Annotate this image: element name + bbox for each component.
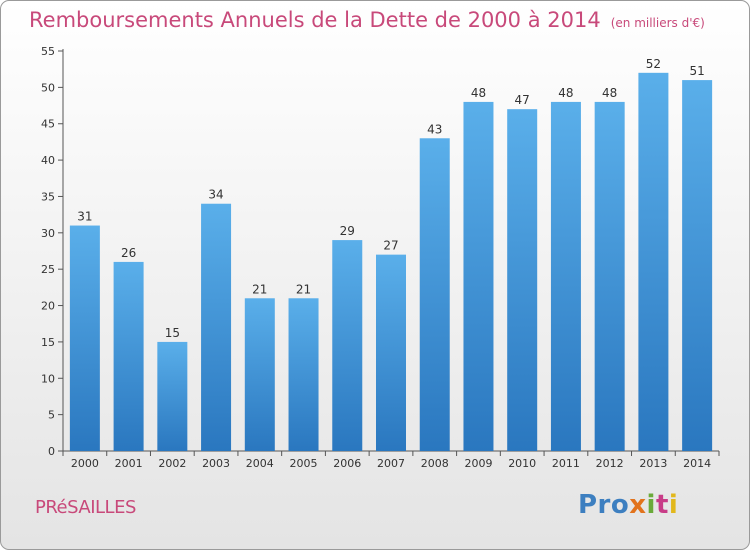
bar-value-label: 27 xyxy=(383,239,398,253)
bar-2005 xyxy=(288,298,319,451)
bar-2008 xyxy=(419,138,450,452)
chart-title: Remboursements Annuels de la Dette de 20… xyxy=(29,8,705,32)
chart-subtitle: (en milliers d'€) xyxy=(610,16,705,30)
x-tick-label: 2006 xyxy=(333,457,361,470)
y-tick-label: 45 xyxy=(41,118,55,131)
bar-2003 xyxy=(201,203,232,451)
y-tick-label: 0 xyxy=(48,445,55,458)
x-tick-label: 2001 xyxy=(115,457,143,470)
bar-value-label: 29 xyxy=(340,224,355,238)
bar-2013 xyxy=(638,72,669,452)
bar-2009 xyxy=(463,101,494,451)
x-tick-label: 2007 xyxy=(377,457,405,470)
y-tick-label: 50 xyxy=(41,81,55,94)
x-tick-label: 2011 xyxy=(552,457,580,470)
x-tick-label: 2008 xyxy=(421,457,449,470)
logo-part-5: i xyxy=(668,490,679,520)
x-axis: 2000 2001 2002 2003 2004 2005 2006 2007 2008 2009… xyxy=(62,450,720,470)
bar-value-label: 21 xyxy=(252,282,267,296)
x-tick-label: 2005 xyxy=(290,457,318,470)
x-tick-label: 2004 xyxy=(246,457,274,470)
y-axis: 0 5 10 15 20 25 30 35 40 45 50 55 xyxy=(41,45,64,458)
x-tick-label: 2003 xyxy=(202,457,230,470)
bar-2002 xyxy=(157,341,188,451)
x-tick-label: 2013 xyxy=(639,457,667,470)
logo-part-2: x xyxy=(629,490,647,520)
bar-2007 xyxy=(376,254,406,451)
logo-part-1: Pro xyxy=(578,490,630,520)
bar-value-label: 48 xyxy=(558,86,573,100)
x-tick-label: 2010 xyxy=(508,457,536,470)
bar-value-label: 47 xyxy=(515,93,530,107)
bar-2010 xyxy=(507,109,538,451)
x-tick-label: 2002 xyxy=(158,457,186,470)
bar-2011 xyxy=(550,101,581,451)
bar-2000 xyxy=(69,225,100,451)
bar-value-label: 51 xyxy=(689,64,704,78)
bar-2004 xyxy=(244,298,275,451)
bar-2001 xyxy=(113,261,144,451)
y-tick-label: 55 xyxy=(41,45,55,58)
y-tick-label: 30 xyxy=(41,227,55,240)
bar-value-label: 48 xyxy=(471,86,486,100)
bar-value-label: 26 xyxy=(121,246,136,260)
y-tick-label: 35 xyxy=(41,190,55,203)
bar-2014 xyxy=(682,80,713,451)
bar-2012 xyxy=(594,101,625,451)
x-tick-label: 2014 xyxy=(683,457,711,470)
logo-part-4: t xyxy=(655,490,669,520)
bar-value-label: 34 xyxy=(208,188,223,202)
bar-value-label: 31 xyxy=(77,210,92,224)
chart-title-text: Remboursements Annuels de la Dette de 20… xyxy=(29,8,601,32)
x-tick-label: 2000 xyxy=(71,457,99,470)
proxiti-logo: Proxiti xyxy=(578,490,678,520)
x-tick-label: 2009 xyxy=(464,457,492,470)
bar-labels-group: 31 26 15 34 21 21 29 27 43 48 47 48 48 52 51 xyxy=(77,57,705,340)
bar-value-label: 15 xyxy=(165,326,180,340)
y-tick-label: 5 xyxy=(48,409,55,422)
y-tick-label: 15 xyxy=(41,336,55,349)
bar-value-label: 43 xyxy=(427,122,442,136)
bar-2006 xyxy=(332,240,363,451)
commune-name: PRéSAILLES xyxy=(35,497,136,518)
y-tick-label: 20 xyxy=(41,300,55,313)
y-tick-label: 10 xyxy=(41,372,55,385)
bars-group xyxy=(69,72,713,452)
bar-value-label: 52 xyxy=(646,57,661,71)
y-tick-label: 25 xyxy=(41,263,55,276)
logo-part-3: i xyxy=(646,490,656,520)
x-tick-label: 2012 xyxy=(596,457,624,470)
bar-value-label: 48 xyxy=(602,86,617,100)
y-tick-label: 40 xyxy=(41,154,55,167)
bar-value-label: 21 xyxy=(296,282,311,296)
